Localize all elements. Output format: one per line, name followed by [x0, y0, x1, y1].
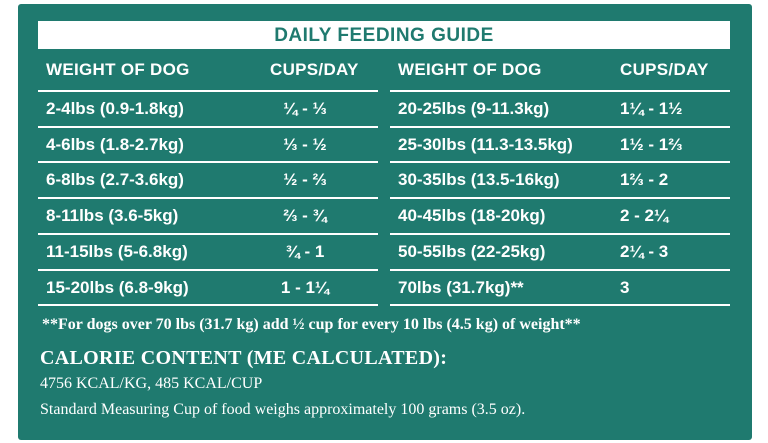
cups-cell: 3	[620, 277, 630, 297]
weight-cell: 2-4lbs (0.9-1.8kg)	[46, 99, 184, 118]
row-rule	[38, 161, 378, 164]
cups-cell: 2 - 2¼	[620, 206, 669, 226]
weight-cell: 40-45lbs (18-20kg)	[398, 206, 546, 226]
cups-cell: 1⅔ - 2	[620, 170, 669, 190]
cups-cell: ¼ - ⅓	[283, 99, 327, 118]
row-rule	[38, 268, 378, 271]
row-rule	[38, 304, 378, 307]
column-header: WEIGHT OF DOG	[46, 60, 190, 79]
weight-cell: 20-25lbs (9-11.3kg)	[398, 99, 550, 118]
panel	[18, 4, 752, 440]
cups-cell: 1¼ - 1½	[620, 99, 683, 118]
weight-cell: 4-6lbs (1.8-2.7kg)	[46, 134, 184, 154]
cups-cell: ⅓ - ½	[283, 134, 327, 154]
row-rule	[390, 232, 730, 235]
weight-cell: 50-55lbs (22-25kg)	[398, 241, 546, 261]
row-rule	[38, 197, 378, 200]
weight-cell: 8-11lbs (3.6-5kg)	[46, 206, 179, 226]
row-rule	[390, 268, 730, 271]
row-rule	[390, 161, 730, 164]
column-header: CUPS/DAY	[620, 60, 709, 79]
row-rule	[390, 304, 730, 307]
footnote: **For dogs over 70 lbs (31.7 kg) add ½ c…	[42, 316, 581, 333]
row-rule	[390, 197, 730, 200]
cups-cell: 2¼ - 3	[620, 241, 669, 261]
row-rule	[38, 90, 378, 92]
calorie-heading: CALORIE CONTENT (ME CALCULATED):	[40, 347, 448, 369]
cups-cell: ⅔ - ¾	[283, 206, 327, 226]
cups-cell: ½ - ⅔	[283, 170, 327, 190]
cups-cell: 1 - 1¼	[280, 277, 330, 297]
weight-cell: 30-35lbs (13.5-16kg)	[398, 170, 560, 190]
calorie-line: 4756 KCAL/KG, 485 KCAL/CUP	[40, 375, 263, 392]
column-header: CUPS/DAY	[270, 60, 359, 79]
cups-cell: 1½ - 1⅔	[620, 134, 683, 154]
calorie-line: Standard Measuring Cup of food weighs ap…	[40, 401, 526, 418]
row-rule	[390, 125, 730, 128]
title-bar	[38, 21, 730, 49]
column-header: WEIGHT OF DOG	[398, 60, 542, 79]
cups-cell: ¾ - 1	[285, 241, 325, 261]
weight-cell: 6-8lbs (2.7-3.6kg)	[46, 170, 184, 190]
row-rule	[390, 90, 730, 92]
weight-cell: 11-15lbs (5-6.8kg)	[46, 241, 188, 261]
title: DAILY FEEDING GUIDE	[274, 25, 494, 46]
weight-cell: 15-20lbs (6.8-9kg)	[46, 277, 189, 297]
weight-cell: 25-30lbs (11.3-13.5kg)	[398, 134, 573, 154]
row-rule	[38, 232, 378, 235]
row-rule	[38, 125, 378, 128]
weight-cell: 70lbs (31.7kg)**	[398, 277, 524, 297]
